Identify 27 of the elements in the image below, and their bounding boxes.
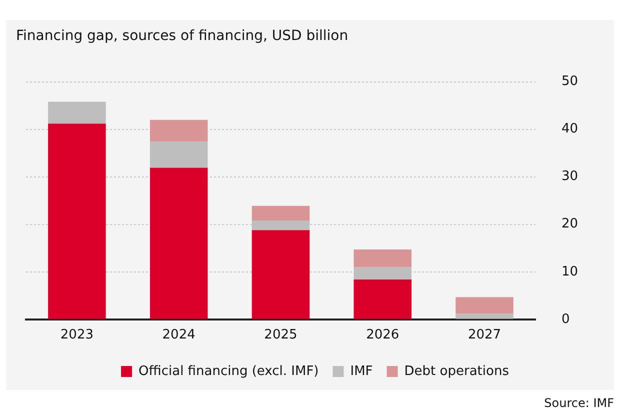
legend-label: IMF (350, 364, 373, 379)
y-tick-label: 10 (561, 264, 578, 280)
y-tick-label: 20 (561, 216, 578, 232)
y-tick-label: 40 (561, 122, 578, 137)
x-tick-label: 2024 (162, 328, 196, 343)
bar (354, 279, 412, 319)
x-tick-label: 2025 (264, 328, 298, 343)
bar (150, 120, 208, 142)
bar (354, 250, 412, 268)
x-tick-label: 2026 (366, 328, 400, 343)
bar (252, 206, 310, 221)
x-tick-label: 2027 (468, 328, 502, 343)
bar (48, 102, 106, 124)
legend-label: Official financing (excl. IMF) (138, 364, 319, 379)
bar (48, 124, 106, 319)
y-tick-label: 30 (561, 169, 578, 184)
bar (456, 297, 514, 314)
source-note: Source: IMF (544, 396, 614, 410)
bar (150, 142, 208, 168)
legend-label: Debt operations (404, 364, 510, 379)
bar (252, 230, 310, 319)
bar (150, 168, 208, 319)
y-tick-label: 50 (561, 74, 578, 90)
x-tick-label: 2023 (60, 328, 94, 343)
bar (456, 314, 514, 319)
chart-title: Financing gap, sources of financing, USD billion (16, 28, 348, 44)
y-tick-label: 0 (561, 312, 570, 327)
